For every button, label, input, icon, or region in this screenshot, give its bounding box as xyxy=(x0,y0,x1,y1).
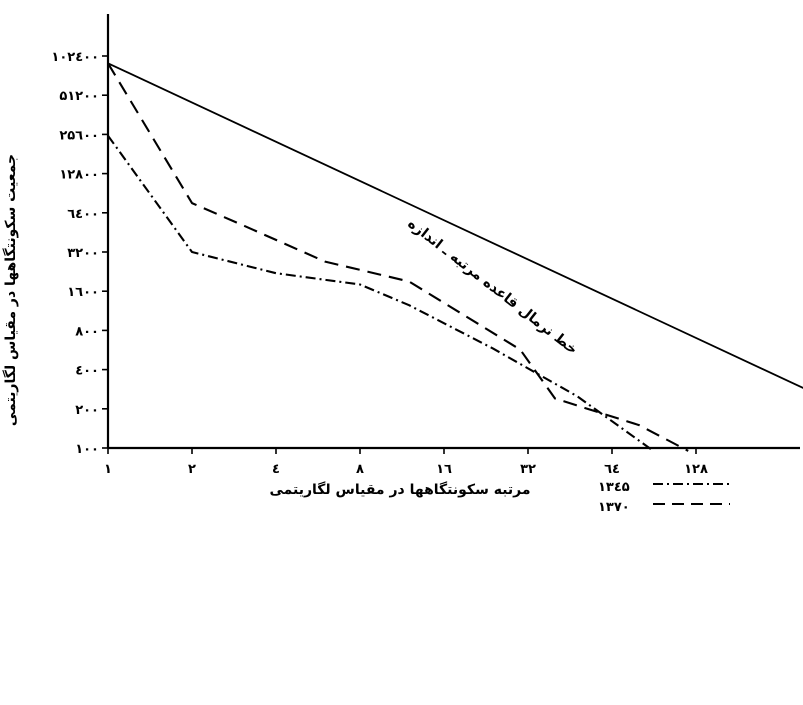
x-axis-label: مرتبه سکونتگاهها در مقیاس لگاریتمی xyxy=(269,481,530,498)
x-tick-label: ۳۲ xyxy=(520,462,536,477)
y-tick-label: ۱۰۲٤۰۰ xyxy=(51,50,99,65)
y-tick-label: ۸۰۰ xyxy=(75,324,99,339)
y-tick-label: ۱۰۰ xyxy=(75,442,99,457)
x-ticks: ۱ ۲ ٤ ۸ ۱٦ ۳۲ ٦٤ ۱۲۸ xyxy=(104,448,708,477)
x-tick-label: ۱٦ xyxy=(436,462,452,477)
y-tick-label: ٦٤۰۰ xyxy=(67,207,99,222)
y-tick-label: ٤۰۰ xyxy=(75,364,99,379)
x-tick-label: ۱۲۸ xyxy=(684,462,708,477)
legend-label-1370: ۱۳۷۰ xyxy=(598,500,630,515)
x-tick-label: ٦٤ xyxy=(604,462,620,477)
y-tick-label: ۲۰۰ xyxy=(75,403,99,418)
y-tick-label: ۵۱۲۰۰ xyxy=(59,89,99,104)
y-tick-label: ۱۲۸۰۰ xyxy=(59,168,99,183)
normal-rank-size-line xyxy=(107,62,803,389)
y-axis-label: جمعیت سکونتگاهها در مقیاس لگاریتمی xyxy=(2,154,19,426)
x-tick-label: ۲ xyxy=(188,462,196,477)
x-tick-label: ٤ xyxy=(272,462,280,477)
y-tick-label: ۱٦۰۰ xyxy=(67,285,99,300)
y-tick-label: ۲۵٦۰۰ xyxy=(59,128,99,143)
y-tick-label: ۳۲۰۰ xyxy=(67,246,99,261)
series-1370-line xyxy=(107,62,689,452)
x-tick-label: ۱ xyxy=(104,462,112,477)
series-group xyxy=(107,62,803,452)
normal-line-annotation: خط نرمال قاعده مرتبه ـ اندازه xyxy=(405,216,581,358)
x-tick-label: ۸ xyxy=(356,462,364,477)
legend-label-1345: ۱۳٤۵ xyxy=(598,480,630,495)
series-1345-line xyxy=(107,135,654,452)
legend: ۱۳٤۵ ۱۳۷۰ xyxy=(598,480,730,515)
y-ticks: ۱۰۰ ۲۰۰ ٤۰۰ ۸۰۰ ۱٦۰۰ ۳۲۰۰ ٦٤۰۰ ۱۲۸۰۰ ۲۵٦۰۰ ۵۱۲۰۰ ۱… xyxy=(51,50,108,457)
